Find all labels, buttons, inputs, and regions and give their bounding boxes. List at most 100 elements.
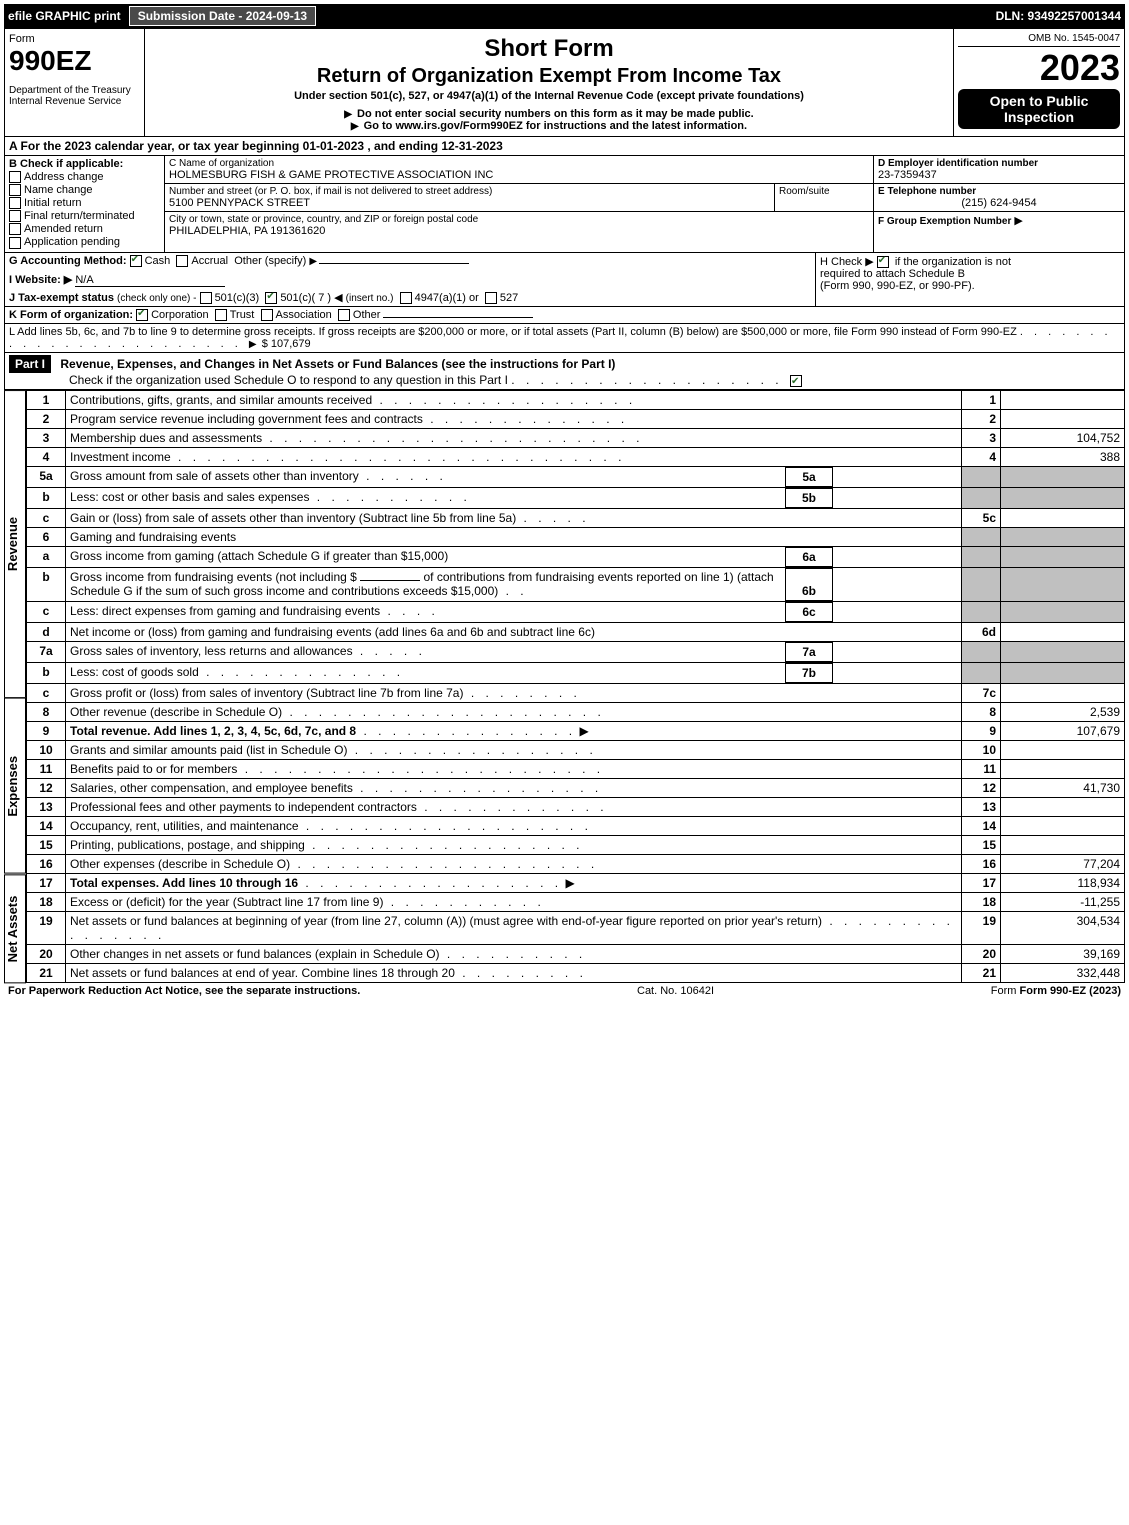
l-amount: $ 107,679 [262, 338, 311, 350]
f-label: F Group Exemption Number [878, 216, 1011, 227]
arrow-icon [249, 338, 259, 350]
ein-value: 23-7359437 [878, 169, 1120, 181]
check-501c3[interactable] [200, 292, 212, 304]
check-cash[interactable] [130, 255, 142, 267]
check-final-return[interactable]: Final return/terminated [9, 210, 160, 222]
short-form-title: Short Form [149, 35, 949, 63]
year-cell: OMB No. 1545-0047 2023 Open to Public In… [954, 29, 1124, 136]
j-label: J Tax-exempt status [9, 292, 114, 304]
check-schedule-o[interactable] [790, 375, 802, 387]
d-label: D Employer identification number [878, 158, 1120, 169]
form-header: Form 990EZ Department of the Treasury In… [4, 28, 1125, 137]
h-label: H Check ▶ [820, 256, 874, 268]
website-value: N/A [75, 274, 225, 287]
table-row: cGross profit or (loss) from sales of in… [27, 683, 1125, 702]
dln-label: DLN: 93492257001344 [996, 9, 1121, 23]
check-trust[interactable] [215, 309, 227, 321]
netassets-label: Net Assets [4, 874, 26, 983]
efile-label: efile GRAPHIC print [8, 9, 121, 23]
check-association[interactable] [261, 309, 273, 321]
row-a: A For the 2023 calendar year, or tax yea… [4, 137, 1125, 156]
table-row: 1Contributions, gifts, grants, and simil… [27, 390, 1125, 409]
check-501c[interactable] [265, 292, 277, 304]
part1-body: Revenue Expenses Net Assets 1Contributio… [4, 390, 1125, 983]
table-row: c Less: direct expenses from gaming and … [27, 601, 1125, 622]
dept-label: Department of the Treasury [9, 85, 140, 96]
table-row: 21Net assets or fund balances at end of … [27, 963, 1125, 982]
check-other-org[interactable] [338, 309, 350, 321]
subtitle: Under section 501(c), 527, or 4947(a)(1)… [149, 90, 949, 102]
org-name: HOLMESBURG FISH & GAME PROTECTIVE ASSOCI… [169, 169, 869, 181]
form-word: Form [9, 33, 140, 45]
row-l: L Add lines 5b, 6c, and 7b to line 9 to … [4, 324, 1125, 353]
table-row: 18Excess or (deficit) for the year (Subt… [27, 892, 1125, 911]
table-row: dNet income or (loss) from gaming and fu… [27, 622, 1125, 641]
room-label: Room/suite [779, 186, 869, 197]
table-row: 19Net assets or fund balances at beginni… [27, 911, 1125, 944]
check-address-change[interactable]: Address change [9, 171, 160, 183]
check-corporation[interactable] [136, 309, 148, 321]
c-name-label: C Name of organization [169, 158, 869, 169]
page-footer: For Paperwork Reduction Act Notice, see … [4, 983, 1125, 999]
phone-value: (215) 624-9454 [878, 197, 1120, 209]
org-city: PHILADELPHIA, PA 191361620 [169, 225, 869, 237]
org-street: 5100 PENNYPACK STREET [169, 197, 770, 209]
check-initial-return[interactable]: Initial return [9, 197, 160, 209]
table-row: 12Salaries, other compensation, and empl… [27, 778, 1125, 797]
footer-mid: Cat. No. 10642I [637, 985, 714, 997]
row-k: K Form of organization: Corporation Trus… [4, 307, 1125, 324]
table-row: b Less: cost or other basis and sales ex… [27, 487, 1125, 508]
check-name-change[interactable]: Name change [9, 184, 160, 196]
table-row: 20Other changes in net assets or fund ba… [27, 944, 1125, 963]
form-id-cell: Form 990EZ Department of the Treasury In… [5, 29, 145, 136]
table-row: 17Total expenses. Add lines 10 through 1… [27, 873, 1125, 892]
title-cell: Short Form Return of Organization Exempt… [145, 29, 954, 136]
left-arrow-icon: ◀ [334, 292, 342, 304]
form-number: 990EZ [9, 45, 140, 77]
arrow-icon: ▶ [1014, 215, 1022, 227]
arrow-icon [344, 108, 354, 120]
check-schedule-b[interactable] [877, 256, 889, 268]
part1-check-text: Check if the organization used Schedule … [69, 373, 508, 387]
info-grid: B Check if applicable: Address change Na… [4, 156, 1125, 253]
c-city-label: City or town, state or province, country… [169, 214, 869, 225]
k-label: K Form of organization: [9, 309, 133, 321]
section-c: C Name of organization HOLMESBURG FISH &… [165, 156, 874, 252]
e-label: E Telephone number [878, 186, 1120, 197]
table-row: 15Printing, publications, postage, and s… [27, 835, 1125, 854]
check-accrual[interactable] [176, 255, 188, 267]
lines-table: 1Contributions, gifts, grants, and simil… [26, 390, 1125, 983]
footer-left: For Paperwork Reduction Act Notice, see … [8, 985, 360, 997]
check-application-pending[interactable]: Application pending [9, 236, 160, 248]
table-row: 7a Gross sales of inventory, less return… [27, 641, 1125, 662]
section-b: B Check if applicable: Address change Na… [5, 156, 165, 252]
tax-year: 2023 [958, 47, 1120, 89]
table-row: 10Grants and similar amounts paid (list … [27, 740, 1125, 759]
irs-label: Internal Revenue Service [9, 96, 140, 107]
revenue-label: Revenue [4, 390, 26, 698]
expenses-label: Expenses [4, 698, 26, 874]
table-row: 14Occupancy, rent, utilities, and mainte… [27, 816, 1125, 835]
table-row: a Gross income from gaming (attach Sched… [27, 546, 1125, 567]
table-row: 5a Gross amount from sale of assets othe… [27, 466, 1125, 487]
arrow-icon: ▶ [579, 724, 588, 738]
table-row: 8Other revenue (describe in Schedule O) … [27, 702, 1125, 721]
arrow-icon [351, 120, 361, 132]
submission-date: Submission Date - 2024-09-13 [129, 6, 316, 26]
table-row: 2Program service revenue including gover… [27, 409, 1125, 428]
c-street-label: Number and street (or P. O. box, if mail… [169, 186, 770, 197]
table-row: cGain or (loss) from sale of assets othe… [27, 508, 1125, 527]
footer-right: Form Form 990-EZ (2023) [991, 985, 1121, 997]
b-header: B Check if applicable: [9, 158, 160, 170]
row-gh: G Accounting Method: Cash Accrual Other … [4, 253, 1125, 307]
section-def: D Employer identification number 23-7359… [874, 156, 1124, 252]
goto-note[interactable]: Go to www.irs.gov/Form990EZ for instruct… [364, 120, 747, 132]
ssn-note: Do not enter social security numbers on … [357, 108, 754, 120]
check-amended-return[interactable]: Amended return [9, 223, 160, 235]
check-4947[interactable] [400, 292, 412, 304]
table-row: b Less: cost of goods sold . . . . . . .… [27, 662, 1125, 683]
g-label: G Accounting Method: [9, 255, 127, 267]
check-527[interactable] [485, 292, 497, 304]
table-row: 4Investment income . . . . . . . . . . .… [27, 447, 1125, 466]
table-row: 16Other expenses (describe in Schedule O… [27, 854, 1125, 873]
